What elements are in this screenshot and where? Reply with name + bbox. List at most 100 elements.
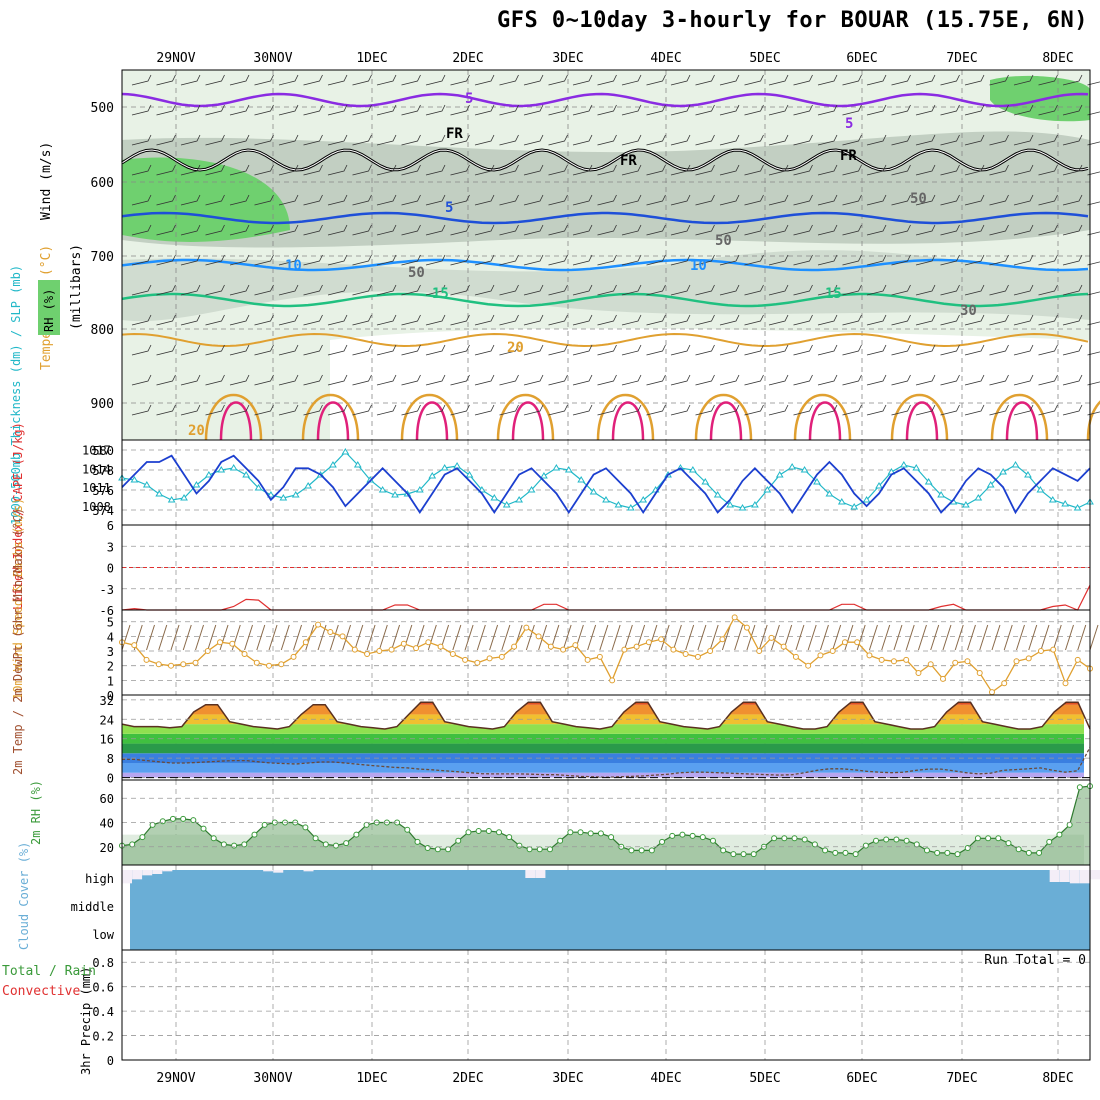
- contour-label: 50: [910, 191, 927, 207]
- thickness-point: [453, 462, 461, 469]
- wind-speed-point: [425, 639, 432, 646]
- wind-barb: [205, 404, 225, 416]
- rh-point: [669, 832, 676, 839]
- y-tick-label: 6: [107, 519, 114, 533]
- cloud-gap: [142, 870, 153, 876]
- wind-barb: [672, 624, 682, 651]
- li-ylabel: Lifted Index / CAPE (J/kg): [11, 422, 25, 610]
- wind-speed-point: [964, 658, 971, 665]
- wind-barb: [719, 254, 740, 266]
- y-tick-label: 16: [100, 733, 114, 747]
- thickness-point: [279, 494, 288, 501]
- thickness-point: [490, 494, 499, 501]
- rh-point: [709, 837, 716, 844]
- wind-barb: [366, 624, 376, 651]
- wind-barb: [842, 164, 862, 176]
- rh-point: [628, 847, 635, 854]
- pressure-tick-label: 900: [91, 397, 114, 412]
- wind-barb: [278, 194, 299, 206]
- thickness-point: [962, 501, 970, 508]
- thickness-point: [701, 478, 710, 485]
- thickness-point: [391, 491, 399, 498]
- wind-barb: [587, 624, 597, 651]
- wind-barb: [303, 164, 323, 176]
- wind-barb: [842, 224, 862, 236]
- wind-barb: [327, 104, 348, 116]
- wind-barb: [572, 134, 593, 146]
- cloud-gap: [162, 870, 173, 872]
- wind-barb: [646, 224, 666, 236]
- wind-barb: [562, 624, 572, 651]
- wind-barb: [450, 374, 470, 386]
- wind-barb: [915, 344, 936, 356]
- wind-barb: [327, 134, 348, 146]
- wind-speed-point: [486, 655, 493, 662]
- wind-barb: [1087, 321, 1100, 326]
- wind-speed-point: [584, 656, 591, 663]
- wind-barb: [425, 254, 446, 266]
- contour-label: 15: [825, 286, 842, 302]
- rh-point: [536, 846, 543, 853]
- y-tick-label: 578: [92, 464, 114, 478]
- contour-temp-25-loop: [219, 401, 253, 441]
- wind-speed-point: [266, 662, 273, 669]
- wind-barb: [523, 254, 544, 266]
- wind-barb: [1089, 624, 1099, 651]
- wind-barb: [254, 194, 274, 206]
- wind-barb: [964, 164, 985, 176]
- wind-barb: [207, 624, 217, 651]
- thickness-point: [1061, 500, 1070, 507]
- y-tick-label: 2: [107, 660, 114, 674]
- wind-barb: [866, 74, 887, 86]
- wind-barb: [205, 224, 225, 236]
- wind-barb: [523, 404, 544, 416]
- wind-barb: [856, 624, 866, 651]
- wind-barb: [401, 344, 421, 356]
- cloud-gap: [525, 870, 536, 878]
- cloud-gap: [273, 870, 284, 873]
- contour-temp-20-loop: [890, 393, 949, 441]
- wind-barb: [254, 284, 274, 296]
- thickness-point: [180, 494, 188, 501]
- wind-barb: [499, 254, 519, 266]
- wind-barb: [768, 74, 789, 86]
- wind-barb: [1087, 81, 1100, 86]
- wind-barb: [376, 374, 397, 386]
- wind-barb: [842, 134, 862, 146]
- wind-barb: [205, 254, 225, 266]
- wind-barb: [450, 74, 470, 86]
- wind-barb: [156, 284, 176, 296]
- wind-barb: [648, 624, 658, 651]
- panel-frame: [121, 439, 1091, 526]
- y-tick-label: 0: [107, 562, 114, 576]
- rh-point: [944, 849, 951, 856]
- wind-barb: [1038, 314, 1058, 326]
- wind-barb: [966, 624, 976, 651]
- contour-temp-25-loop: [1005, 401, 1039, 441]
- wind-barb: [599, 624, 609, 651]
- rh-point: [995, 835, 1002, 842]
- wind-barb: [572, 194, 593, 206]
- date-label-top: 30NOV: [253, 51, 292, 66]
- wind-barb: [905, 624, 915, 651]
- wind-speed-point: [645, 639, 652, 646]
- rh-point: [190, 817, 197, 824]
- wind-speed-point: [315, 621, 322, 628]
- wind-barb: [401, 314, 421, 326]
- temp-ylabel: 2m Temp / 2m DewPt (6hr Min/Max) (°C): [11, 508, 25, 775]
- wind-barb: [548, 74, 568, 86]
- wind-barb: [180, 194, 201, 206]
- wind-barb: [719, 74, 740, 86]
- rh-point: [200, 825, 207, 832]
- wind-barb: [768, 224, 789, 236]
- cloud-level-label: high: [85, 872, 114, 886]
- wind-barb: [1087, 171, 1100, 176]
- wind-speed-point: [780, 643, 787, 650]
- wind-barb: [1016, 624, 1025, 651]
- wind-barb: [354, 624, 364, 651]
- cloud-gap: [1059, 870, 1070, 882]
- wind-barb: [180, 374, 201, 386]
- rh-point: [893, 836, 900, 843]
- date-label-bottom: 30NOV: [253, 1071, 292, 1086]
- wind-barb: [807, 624, 817, 651]
